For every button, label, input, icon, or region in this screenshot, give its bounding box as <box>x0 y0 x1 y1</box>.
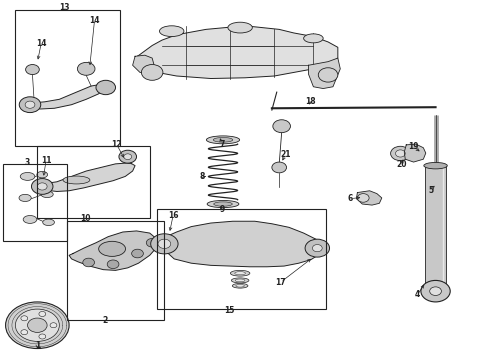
Polygon shape <box>309 58 340 89</box>
Bar <box>67 221 164 320</box>
Ellipse shape <box>206 136 240 144</box>
Circle shape <box>39 334 46 339</box>
Circle shape <box>142 64 163 80</box>
Circle shape <box>305 239 330 257</box>
Polygon shape <box>356 191 382 205</box>
Text: 21: 21 <box>280 150 291 159</box>
Text: 10: 10 <box>80 214 91 223</box>
Polygon shape <box>404 144 426 162</box>
Circle shape <box>391 146 410 161</box>
Ellipse shape <box>304 34 323 43</box>
Circle shape <box>151 234 178 254</box>
Circle shape <box>357 194 369 202</box>
Text: 1: 1 <box>35 341 40 350</box>
Text: 11: 11 <box>41 156 51 165</box>
Bar <box>157 209 326 309</box>
Text: 13: 13 <box>59 3 70 12</box>
Ellipse shape <box>43 219 54 226</box>
Circle shape <box>31 179 53 194</box>
Ellipse shape <box>232 283 248 288</box>
Circle shape <box>25 101 35 108</box>
Ellipse shape <box>235 279 245 282</box>
Circle shape <box>21 330 28 335</box>
Text: 5: 5 <box>428 185 433 194</box>
Circle shape <box>21 316 28 321</box>
Circle shape <box>19 97 41 113</box>
Circle shape <box>124 154 132 159</box>
Ellipse shape <box>63 176 90 184</box>
Circle shape <box>132 249 144 258</box>
Ellipse shape <box>37 171 48 178</box>
Circle shape <box>25 64 39 75</box>
Ellipse shape <box>424 162 447 169</box>
Text: 9: 9 <box>220 205 224 214</box>
Ellipse shape <box>20 172 35 180</box>
Ellipse shape <box>98 241 125 256</box>
Ellipse shape <box>23 216 37 224</box>
Text: 17: 17 <box>275 278 286 287</box>
Circle shape <box>318 68 338 82</box>
Polygon shape <box>133 55 155 72</box>
Circle shape <box>37 183 47 190</box>
Text: 8: 8 <box>200 172 205 181</box>
Text: 20: 20 <box>396 160 407 169</box>
Ellipse shape <box>159 26 184 37</box>
Text: 14: 14 <box>89 16 100 25</box>
Bar <box>37 146 150 218</box>
Ellipse shape <box>235 272 245 275</box>
Text: 15: 15 <box>224 306 235 315</box>
Circle shape <box>107 260 119 269</box>
Circle shape <box>27 318 47 332</box>
Text: 12: 12 <box>111 140 122 149</box>
Polygon shape <box>162 221 322 267</box>
Ellipse shape <box>214 202 232 206</box>
Circle shape <box>15 309 59 341</box>
Polygon shape <box>138 26 338 78</box>
Bar <box>425 166 446 284</box>
Circle shape <box>421 280 450 302</box>
Ellipse shape <box>228 22 252 33</box>
Bar <box>15 10 121 146</box>
Ellipse shape <box>236 284 245 287</box>
Ellipse shape <box>19 194 31 202</box>
Text: 19: 19 <box>408 142 419 151</box>
Circle shape <box>158 239 171 248</box>
Text: 2: 2 <box>102 316 107 325</box>
Circle shape <box>395 150 405 157</box>
Text: 6: 6 <box>348 194 353 203</box>
Text: 18: 18 <box>305 96 315 105</box>
Circle shape <box>5 302 69 348</box>
Polygon shape <box>41 163 135 192</box>
Ellipse shape <box>231 278 249 283</box>
Text: 4: 4 <box>415 290 420 299</box>
Circle shape <box>272 162 287 173</box>
Circle shape <box>50 323 57 328</box>
Circle shape <box>313 244 322 252</box>
Text: 14: 14 <box>36 39 47 48</box>
Text: 7: 7 <box>220 140 225 149</box>
Circle shape <box>39 311 46 316</box>
Circle shape <box>96 80 116 95</box>
Text: 16: 16 <box>168 211 178 220</box>
Text: 3: 3 <box>25 158 30 167</box>
Circle shape <box>430 287 441 296</box>
Circle shape <box>119 150 137 163</box>
Ellipse shape <box>230 270 250 276</box>
Ellipse shape <box>207 201 239 208</box>
Circle shape <box>83 258 95 267</box>
Ellipse shape <box>41 191 53 198</box>
Bar <box>3 164 67 241</box>
Circle shape <box>273 120 291 133</box>
Ellipse shape <box>213 138 233 142</box>
Circle shape <box>77 62 95 75</box>
Polygon shape <box>30 84 106 109</box>
Polygon shape <box>69 231 157 270</box>
Circle shape <box>147 238 158 247</box>
